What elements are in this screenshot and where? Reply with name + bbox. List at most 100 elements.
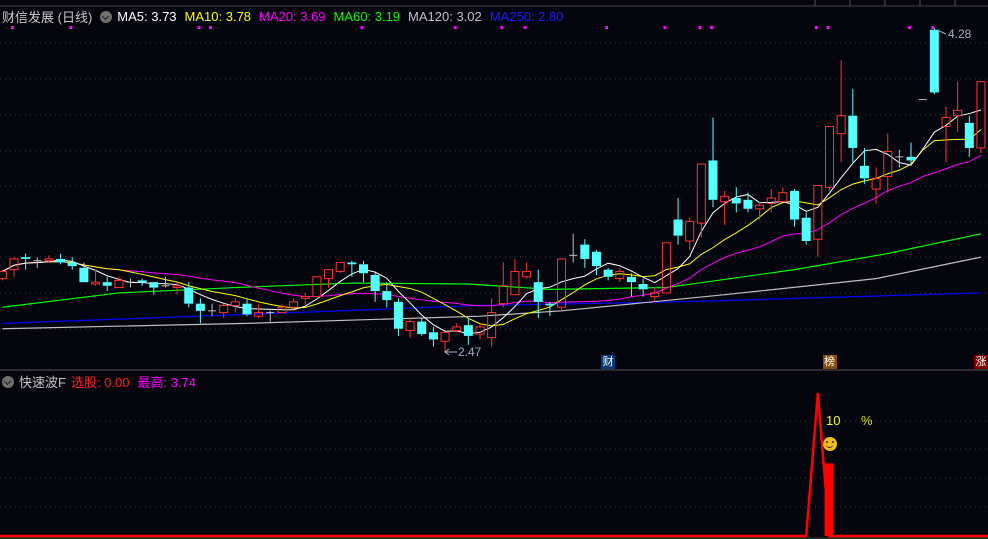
candle[interactable] [790,189,800,227]
candle[interactable] [510,258,520,296]
candle[interactable] [580,239,590,268]
candle-body-up [941,117,951,127]
candle[interactable] [393,298,403,336]
candle[interactable] [440,331,450,352]
candle[interactable] [102,276,112,292]
candle[interactable] [533,269,543,318]
candle[interactable] [848,88,858,163]
candle[interactable] [487,298,497,347]
candle[interactable] [254,303,264,318]
candle[interactable] [976,81,986,154]
candle[interactable] [161,276,170,288]
candle-body-down [603,269,613,277]
candle[interactable] [21,253,31,270]
marker-badge-bang[interactable]: 榜 [822,355,837,369]
candle[interactable] [498,262,508,308]
candle-body-down [149,282,159,288]
candle[interactable] [347,260,357,277]
candle[interactable] [382,282,392,308]
candle[interactable] [195,298,205,324]
candle[interactable] [277,303,287,314]
candle[interactable] [0,269,7,281]
candle[interactable] [813,185,823,258]
candle[interactable] [452,323,462,333]
candle[interactable] [405,317,415,338]
candle[interactable] [929,28,939,95]
candle[interactable] [126,278,135,288]
candle[interactable] [673,198,683,245]
candle[interactable] [67,257,77,270]
candle[interactable] [463,317,473,345]
candle[interactable] [778,187,788,203]
candle[interactable] [615,267,625,283]
candle[interactable] [56,253,66,265]
candle[interactable] [626,273,636,297]
candle[interactable] [44,255,54,263]
candle[interactable] [650,287,660,302]
candle[interactable] [941,106,951,163]
candle[interactable] [964,115,974,157]
ma10-line [2,129,982,327]
candle[interactable] [230,298,240,313]
candle[interactable] [300,292,310,306]
candle[interactable] [324,269,334,288]
candle[interactable] [289,298,299,310]
candle[interactable] [428,326,438,347]
candle[interactable] [906,142,916,166]
candle[interactable] [370,271,380,302]
candle[interactable] [522,262,532,279]
candle[interactable] [731,187,741,213]
candle[interactable] [359,260,368,283]
candle-body-down [428,332,438,340]
chevron-down-icon[interactable] [2,375,14,388]
candle[interactable] [33,257,42,268]
candle[interactable] [545,301,555,317]
candle[interactable] [557,258,567,311]
candle[interactable] [638,278,648,297]
candle[interactable] [219,303,229,318]
candle-body-up [254,312,264,317]
candle[interactable] [895,149,904,168]
candle[interactable] [766,189,776,213]
candle[interactable] [825,125,834,191]
candle[interactable] [475,323,485,340]
candle-body-down [626,276,636,283]
candle[interactable] [149,282,159,295]
candle[interactable] [208,303,217,317]
candle[interactable] [91,269,101,286]
marker-badge-zhang[interactable]: 涨 [973,355,988,369]
chevron-down-icon[interactable] [100,10,113,23]
candle[interactable] [569,233,578,263]
candle[interactable] [9,257,19,277]
candle-body-down [417,321,427,335]
candle[interactable] [137,278,147,286]
candle[interactable] [859,147,869,184]
candle[interactable] [743,192,753,213]
candle[interactable] [696,163,706,238]
candle[interactable] [592,249,601,276]
candle[interactable] [883,133,893,193]
candle[interactable] [836,60,846,163]
candle[interactable] [871,167,881,204]
candle[interactable] [184,282,194,308]
candle[interactable] [708,117,718,208]
candle[interactable] [79,262,89,283]
marker-badge-cai[interactable]: 财 [601,355,616,369]
candle[interactable] [312,276,322,297]
candle[interactable] [720,190,730,225]
candle[interactable] [266,310,275,322]
candle-body-up [289,301,299,308]
candlesticks[interactable] [0,28,986,352]
candle[interactable] [417,317,427,336]
candle[interactable] [755,201,765,220]
candle[interactable] [953,81,963,132]
candle[interactable] [114,276,124,289]
candle[interactable] [661,242,671,294]
candle[interactable] [335,261,345,274]
candle[interactable] [172,282,182,295]
candle[interactable] [242,298,252,317]
candle[interactable] [685,217,695,250]
candle[interactable] [801,212,811,245]
candle[interactable] [603,267,613,281]
